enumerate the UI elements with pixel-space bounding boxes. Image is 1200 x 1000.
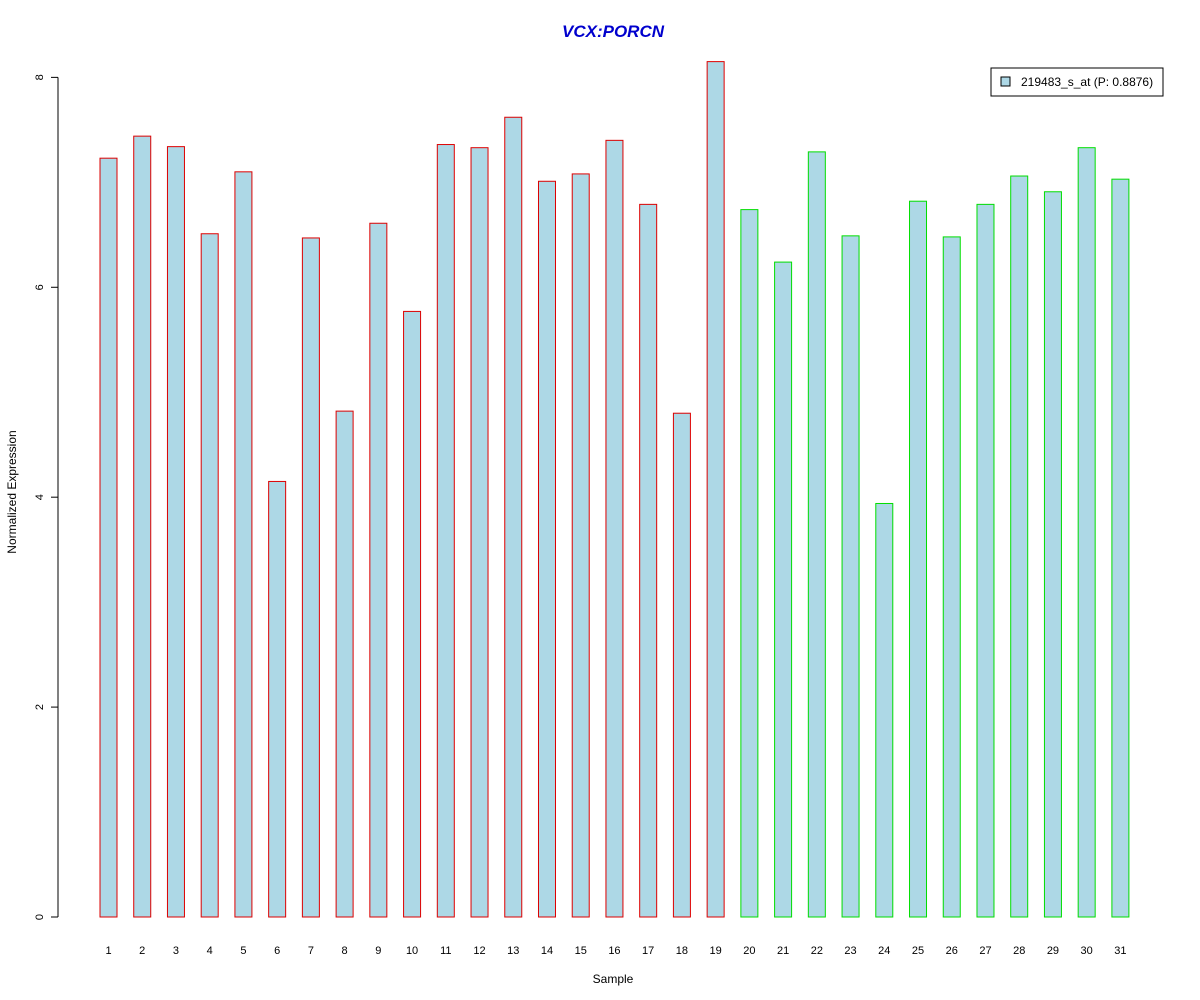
x-tick-label: 1 [105, 945, 111, 957]
bar-sample-1 [99, 157, 118, 918]
bar-sample-22 [807, 151, 826, 918]
y-tick-label: 0 [34, 914, 46, 920]
y-tick-label: 2 [34, 704, 46, 710]
legend: 219483_s_at (P: 0.8876) [990, 67, 1164, 97]
bar-sample-24 [875, 502, 894, 918]
bar-sample-28 [1010, 175, 1029, 918]
x-tick-label: 25 [912, 945, 924, 957]
bar-sample-16 [605, 139, 624, 918]
x-tick-labels: 1 2 3 4 5 6 7 8 9 10 11 12 13 14 15 16 17 18 19 20 21 22 23 24 2… [105, 945, 1126, 957]
x-tick-label: 10 [406, 945, 418, 957]
x-tick-label: 4 [207, 945, 213, 957]
x-tick-label: 7 [308, 945, 314, 957]
bar-sample-15 [571, 173, 590, 918]
x-tick-label: 18 [676, 945, 688, 957]
x-tick-label: 31 [1114, 945, 1126, 957]
bar-sample-12 [470, 147, 489, 918]
bar-sample-6 [268, 480, 287, 918]
y-axis-title: Normalized Expression [5, 430, 19, 553]
bar-sample-17 [639, 203, 658, 918]
bar-sample-14 [537, 180, 556, 918]
bar-sample-18 [672, 412, 691, 918]
x-tick-label: 6 [274, 945, 280, 957]
legend-box [990, 67, 1164, 97]
bar-sample-19 [706, 61, 725, 918]
bar-sample-10 [403, 310, 422, 918]
x-tick-label: 23 [844, 945, 856, 957]
x-tick-label: 9 [375, 945, 381, 957]
bar-sample-3 [166, 146, 185, 918]
bar-sample-25 [909, 200, 928, 918]
x-tick-label: 27 [979, 945, 991, 957]
x-tick-label: 12 [473, 945, 485, 957]
bar-sample-2 [133, 135, 152, 918]
bar-sample-31 [1111, 178, 1130, 918]
legend-swatch [1000, 76, 1011, 87]
bar-sample-7 [301, 237, 320, 918]
x-tick-label: 16 [608, 945, 620, 957]
bars-group [99, 61, 1130, 918]
bar-sample-20 [740, 209, 759, 918]
chart-title: VCX:PORCN [562, 22, 665, 41]
bar-sample-9 [369, 222, 388, 918]
x-tick-label: 11 [440, 945, 451, 957]
x-tick-label: 13 [507, 945, 519, 957]
y-axis: 0 2 4 6 8 [34, 74, 59, 920]
x-tick-label: 19 [710, 945, 722, 957]
bar-sample-11 [436, 144, 455, 918]
y-tick-label: 8 [34, 74, 46, 80]
bar-sample-8 [335, 410, 354, 918]
x-tick-label: 24 [878, 945, 890, 957]
x-tick-label: 26 [946, 945, 958, 957]
y-tick-label: 4 [34, 494, 46, 500]
x-tick-label: 28 [1013, 945, 1025, 957]
bar-sample-13 [504, 116, 523, 918]
bar-sample-27 [976, 203, 995, 918]
x-axis-title: Sample [593, 972, 634, 986]
x-tick-label: 29 [1047, 945, 1059, 957]
legend-label: 219483_s_at (P: 0.8876) [1021, 75, 1153, 89]
x-tick-label: 20 [743, 945, 755, 957]
bar-sample-4 [200, 233, 219, 918]
x-tick-label: 22 [811, 945, 823, 957]
bar-sample-30 [1077, 147, 1096, 918]
x-tick-label: 21 [777, 945, 789, 957]
x-tick-label: 15 [575, 945, 587, 957]
x-tick-label: 30 [1081, 945, 1093, 957]
x-tick-label: 3 [173, 945, 179, 957]
bar-sample-21 [774, 261, 793, 918]
bar-sample-5 [234, 171, 253, 918]
y-tick-label: 6 [34, 284, 46, 290]
bar-sample-26 [942, 236, 961, 918]
bar-sample-29 [1043, 191, 1062, 918]
x-tick-label: 8 [342, 945, 348, 957]
x-tick-label: 5 [240, 945, 246, 957]
bar-sample-23 [841, 235, 860, 918]
x-tick-label: 2 [139, 945, 145, 957]
x-tick-label: 14 [541, 945, 553, 957]
x-tick-label: 17 [642, 945, 654, 957]
